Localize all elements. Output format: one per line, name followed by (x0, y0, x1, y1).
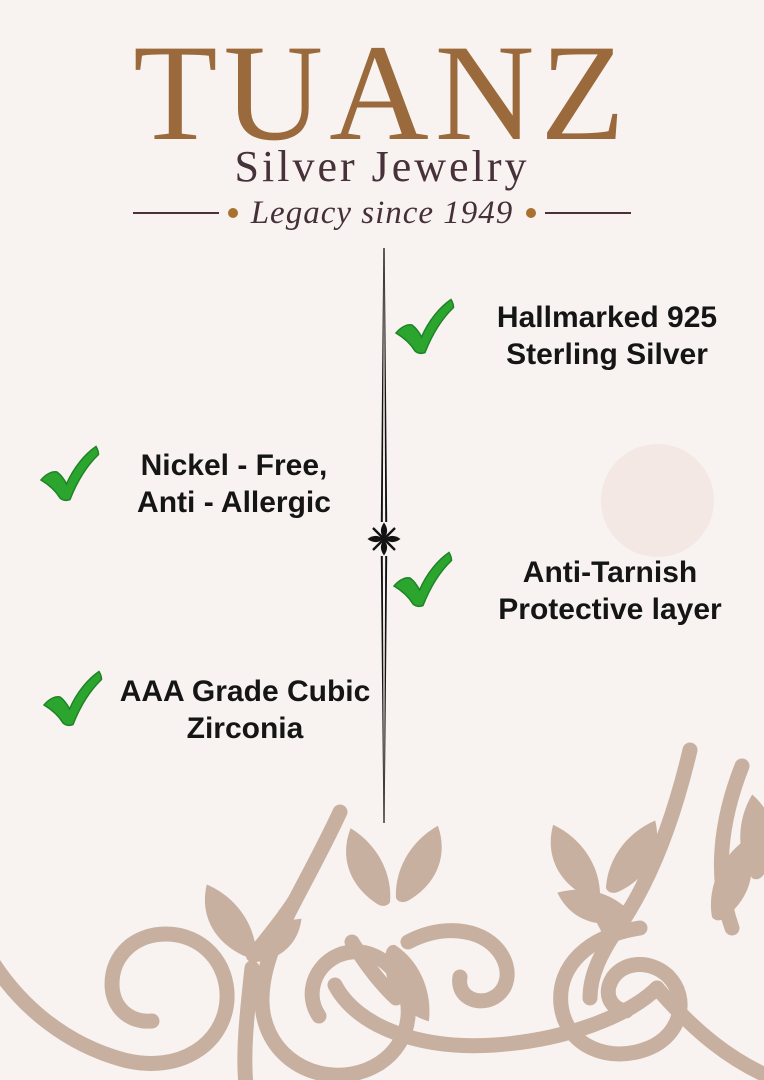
check-icon (37, 443, 101, 507)
feature-line: Anti - Allergic (137, 486, 331, 519)
feature-line: Protective layer (498, 593, 722, 626)
blush-circle (601, 444, 714, 557)
feature-aaa-zirconia: AAA Grade Cubic Zirconia (38, 664, 370, 748)
feature-text: Anti-Tarnish Protective layer (475, 554, 745, 628)
check-icon (390, 549, 454, 613)
tagline-rule-left (132, 212, 219, 214)
feature-line: AAA Grade Cubic (119, 675, 371, 708)
feature-hallmarked-silver: Hallmarked 925 Sterling Silver (390, 294, 746, 378)
check-icon (40, 668, 104, 732)
feature-text: AAA Grade Cubic Zirconia (108, 673, 382, 747)
feature-line: Sterling Silver (506, 338, 708, 371)
feature-text: Hallmarked 925 Sterling Silver (472, 299, 742, 373)
tagline-rule-right (545, 212, 632, 214)
floral-vine-flourish-icon (0, 742, 764, 1080)
feature-line: Zirconia (186, 712, 304, 745)
feature-line: Anti-Tarnish (522, 556, 698, 589)
feature-text: Nickel - Free, Anti - Allergic (118, 447, 350, 521)
brand-tagline: Legacy since 1949 (0, 194, 764, 231)
cross-ornament-icon (367, 522, 401, 556)
check-icon (392, 296, 456, 360)
vine-strokes (0, 742, 764, 1080)
brand-subtitle: Silver Jewelry (234, 142, 530, 191)
vertical-divider (367, 248, 401, 823)
feature-line: Hallmarked 925 (496, 301, 718, 334)
tagline-dot-left (227, 208, 238, 218)
feature-anti-tarnish: Anti-Tarnish Protective layer (388, 546, 746, 630)
brand-name: TUANZ (133, 16, 631, 169)
tagline-text: Legacy since 1949 (250, 194, 514, 231)
tagline-dot-right (526, 208, 537, 218)
feature-line: Nickel - Free, (140, 449, 328, 482)
feature-nickel-free: Nickel - Free, Anti - Allergic (34, 440, 346, 524)
